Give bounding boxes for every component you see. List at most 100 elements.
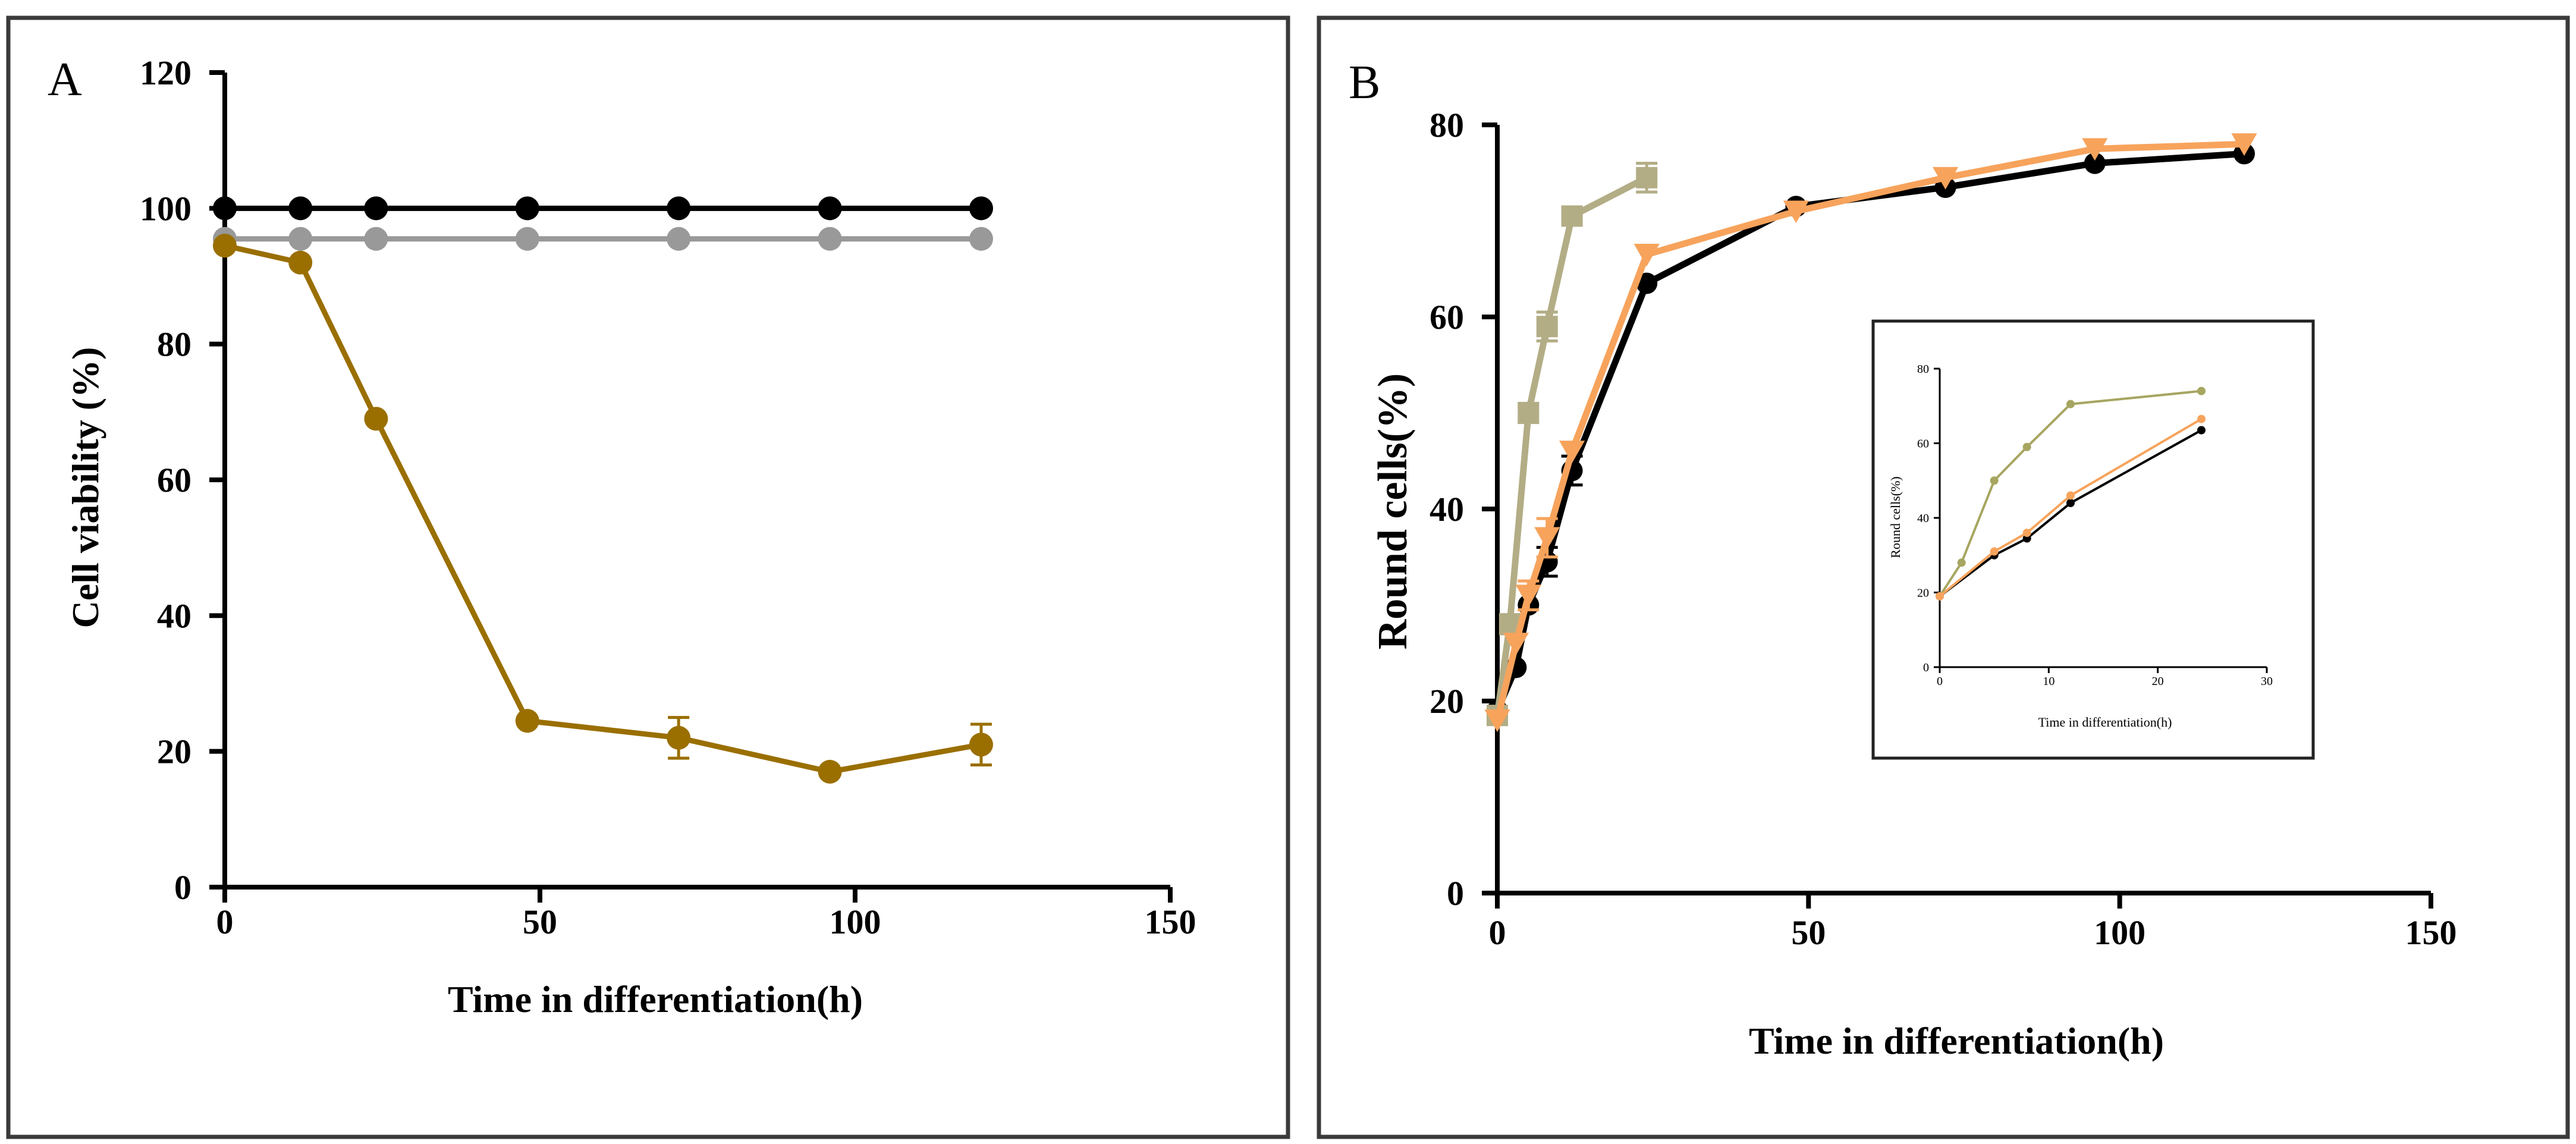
panel-a-point-control bbox=[515, 196, 539, 221]
panel-b-series-orange bbox=[1484, 133, 2257, 733]
inset-y-tick-label: 80 bbox=[1917, 363, 1929, 376]
panel-b-y-tick-label: 60 bbox=[1430, 298, 1464, 337]
panel-b-series bbox=[1484, 133, 2257, 733]
panel-a-letter: A bbox=[48, 54, 82, 106]
panel-a-point-control bbox=[667, 196, 691, 221]
panel-b-point-black bbox=[2084, 152, 2106, 174]
panel-a-line-olive bbox=[224, 243, 982, 775]
panel-b-point-khaki bbox=[1636, 166, 1658, 188]
panel-a-point-control bbox=[288, 196, 313, 221]
panel-a-x-tick-label: 100 bbox=[830, 903, 881, 941]
inset-axes: 0 10 20 30 0 20 40 60 80 bbox=[1917, 363, 2273, 688]
inset-point-olive bbox=[2022, 442, 2031, 451]
panel-b-y-tick-label: 80 bbox=[1430, 106, 1464, 144]
panel-a-point-olive bbox=[969, 733, 993, 757]
inset-frame bbox=[1871, 319, 2315, 760]
inset-point-orange bbox=[2066, 491, 2075, 500]
panel-a-x-tick-label: 0 bbox=[216, 903, 234, 941]
panel-b-y-axis-title: Round cells(%) bbox=[1370, 373, 1416, 650]
panel-b-point-orange bbox=[1534, 527, 1560, 550]
panel-a-point-control bbox=[213, 196, 237, 221]
panel-a-point-olive bbox=[364, 407, 388, 431]
inset-x-tick-label: 20 bbox=[2152, 675, 2164, 688]
inset-point-orange bbox=[1990, 547, 1999, 556]
panel-a-y-tick-label: 40 bbox=[157, 596, 191, 635]
inset-x-tick-label: 10 bbox=[2043, 675, 2054, 688]
inset-y-tick-label: 40 bbox=[1917, 512, 1929, 525]
panel-a-series-gray bbox=[213, 227, 993, 251]
panel-a-point-gray bbox=[364, 227, 388, 251]
panel-a-point-gray bbox=[515, 227, 539, 251]
panel-a-point-olive bbox=[515, 709, 539, 733]
inset-series bbox=[1936, 386, 2206, 601]
inset-point-orange bbox=[2197, 414, 2206, 423]
panel-b-x-tick-label: 150 bbox=[2405, 913, 2457, 952]
panel-b-point-khaki bbox=[1561, 205, 1583, 227]
panel-b-point-orange bbox=[1783, 200, 1809, 224]
panel-a-point-gray bbox=[818, 227, 842, 251]
panel-b-point-khaki bbox=[1536, 316, 1558, 338]
inset-series-orange bbox=[1936, 414, 2206, 601]
panel-b-x-tick-label: 50 bbox=[1791, 913, 1826, 952]
panel-b-letter: B bbox=[1349, 56, 1380, 109]
inset-x-axis-title: Time in differentiation(h) bbox=[2038, 715, 2172, 730]
panel-a-point-control bbox=[818, 196, 842, 221]
panel-a-y-tick-label: 120 bbox=[140, 54, 191, 92]
panel-a-y-tick-label: 60 bbox=[157, 461, 191, 499]
panel-a-x-tick-label: 50 bbox=[523, 903, 557, 941]
panel-a-point-control bbox=[969, 196, 993, 221]
chart-panel-a: 0 50 100 150 0 20 40 60 80 100 120 Time in differe… bbox=[64, 54, 1196, 1020]
panel-a-y-tick-label: 80 bbox=[157, 325, 191, 364]
panel-b-y-tick-label: 40 bbox=[1430, 490, 1464, 529]
panel-a-point-olive bbox=[213, 234, 237, 258]
panel-b-x-tick-label: 100 bbox=[2094, 913, 2145, 952]
panel-a-series-olive bbox=[213, 234, 993, 784]
panel-a-y-tick-label: 100 bbox=[140, 189, 191, 228]
inset-point-olive bbox=[2066, 400, 2075, 408]
panel-a-point-gray bbox=[969, 227, 993, 251]
panel-b-point-orange bbox=[1484, 709, 1510, 733]
panel-a-point-gray bbox=[288, 227, 313, 251]
inset-y-axis-title: Round cells(%) bbox=[1888, 476, 1903, 558]
panel-b-point-orange bbox=[1559, 441, 1585, 463]
panel-a-point-gray bbox=[667, 227, 691, 251]
inset-point-olive bbox=[1957, 558, 1966, 567]
panel-a-frame bbox=[6, 15, 1290, 1139]
panel-b-point-orange bbox=[1515, 584, 1541, 608]
panel-b-x-axis-title: Time in differentiation(h) bbox=[1749, 1020, 2164, 1062]
panel-a-axes: 0 50 100 150 0 20 40 60 80 100 120 bbox=[140, 54, 1196, 941]
panel-b-point-orange bbox=[2231, 133, 2257, 156]
inset-x-tick-label: 0 bbox=[1937, 675, 1943, 688]
chart-panel-b-inset: 0 10 20 30 0 20 40 60 80 Time in differentiation… bbox=[1871, 319, 2315, 760]
panel-b-y-tick-label: 0 bbox=[1447, 874, 1464, 913]
inset-point-olive bbox=[2197, 386, 2206, 395]
panel-a-point-olive bbox=[288, 250, 313, 275]
panel-a-y-axis-title: Cell viability (%) bbox=[64, 347, 106, 628]
panel-a-x-tick-label: 150 bbox=[1145, 903, 1196, 941]
panel-b-frame bbox=[1317, 15, 2570, 1139]
inset-y-tick-label: 60 bbox=[1917, 438, 1929, 451]
panel-b-x-tick-label: 0 bbox=[1489, 913, 1506, 952]
panel-a-series bbox=[213, 196, 993, 784]
inset-point-orange bbox=[1936, 592, 1944, 601]
panel-a-point-olive bbox=[818, 759, 842, 784]
panel-a-x-axis-title: Time in differentiation(h) bbox=[448, 978, 863, 1020]
inset-y-tick-label: 0 bbox=[1923, 661, 1929, 674]
inset-point-olive bbox=[1990, 476, 1999, 485]
panel-a-y-tick-label: 0 bbox=[174, 868, 191, 907]
panel-a-series-control bbox=[213, 196, 993, 221]
panel-b-point-black bbox=[1636, 272, 1658, 294]
panel-b-y-tick-label: 20 bbox=[1430, 682, 1464, 721]
inset-x-tick-label: 30 bbox=[2261, 675, 2273, 688]
panel-b-point-orange bbox=[1633, 244, 1660, 266]
panel-a-y-tick-label: 20 bbox=[157, 733, 191, 771]
panel-b-line-orange bbox=[1494, 140, 2245, 721]
panel-b-point-orange bbox=[2082, 138, 2108, 161]
panel-a-point-control bbox=[364, 196, 388, 221]
inset-point-orange bbox=[2022, 529, 2031, 538]
panel-b-point-orange bbox=[1933, 166, 1959, 190]
panel-a-point-olive bbox=[667, 725, 691, 750]
